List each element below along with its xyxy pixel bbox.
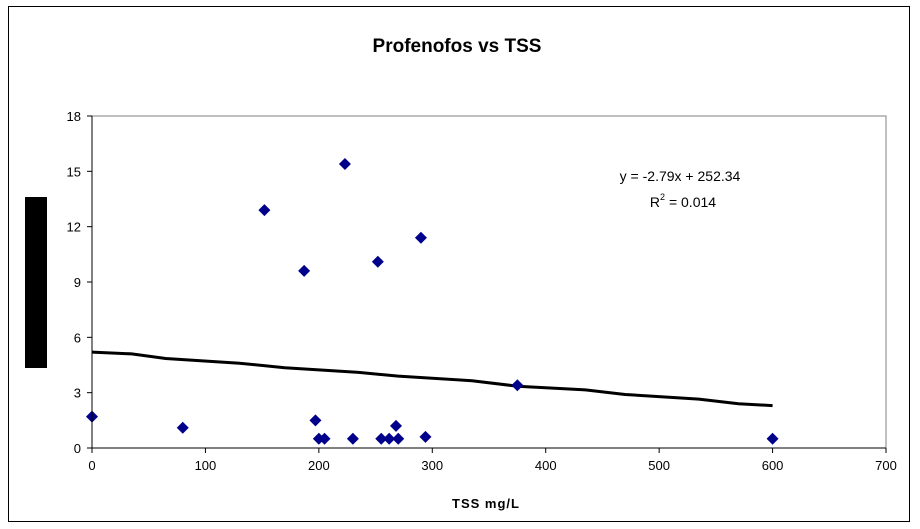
x-tick-label: 500 xyxy=(648,458,670,473)
data-point xyxy=(371,255,384,268)
data-point xyxy=(414,231,427,244)
data-point xyxy=(766,432,779,445)
y-tick-label: 0 xyxy=(74,441,81,456)
data-point xyxy=(419,430,432,443)
axes-layer: 0 100 200 300 400 500 600 700 0 3 6 9 12 15 18 xyxy=(67,109,897,473)
x-axis-label: TSS mg/L xyxy=(452,496,520,511)
data-point xyxy=(176,421,189,434)
data-point xyxy=(338,157,351,170)
r-squared-value: = 0.014 xyxy=(665,194,716,210)
plot-area xyxy=(91,115,887,449)
trendline xyxy=(91,350,773,408)
data-point xyxy=(392,432,405,445)
x-tick-label: 700 xyxy=(875,458,897,473)
y-tick-label: 3 xyxy=(74,386,81,401)
y-tick-label: 9 xyxy=(74,275,81,290)
y-tick-label: 18 xyxy=(67,109,81,124)
data-point xyxy=(375,432,388,445)
chart-title: Profenofos vs TSS xyxy=(373,36,542,57)
data-point xyxy=(318,432,331,445)
data-point xyxy=(511,379,524,392)
data-point xyxy=(258,204,271,217)
x-tick-label: 400 xyxy=(535,458,557,473)
x-tick-label: 600 xyxy=(762,458,784,473)
x-tick-label: 300 xyxy=(421,458,443,473)
data-point xyxy=(389,419,402,432)
data-point xyxy=(298,264,311,277)
data-point xyxy=(346,432,359,445)
x-tick-label: 0 xyxy=(88,458,95,473)
x-tick-label: 200 xyxy=(308,458,330,473)
x-tick-label: 100 xyxy=(195,458,217,473)
y-tick-label: 6 xyxy=(74,330,81,345)
y-axis-label-redaction xyxy=(25,197,47,368)
y-tick-label: 12 xyxy=(67,220,81,235)
r-squared-label: R2 = 0.014 xyxy=(650,192,716,210)
data-point xyxy=(383,432,396,445)
points-layer xyxy=(86,157,779,445)
r-squared-superscript: 2 xyxy=(660,192,665,202)
y-tick-label: 15 xyxy=(67,164,81,179)
regression-equation: y = -2.79x + 252.34 xyxy=(620,168,741,184)
data-point xyxy=(309,414,322,427)
r-squared-prefix: R xyxy=(650,194,660,210)
trendline-layer xyxy=(91,350,773,408)
